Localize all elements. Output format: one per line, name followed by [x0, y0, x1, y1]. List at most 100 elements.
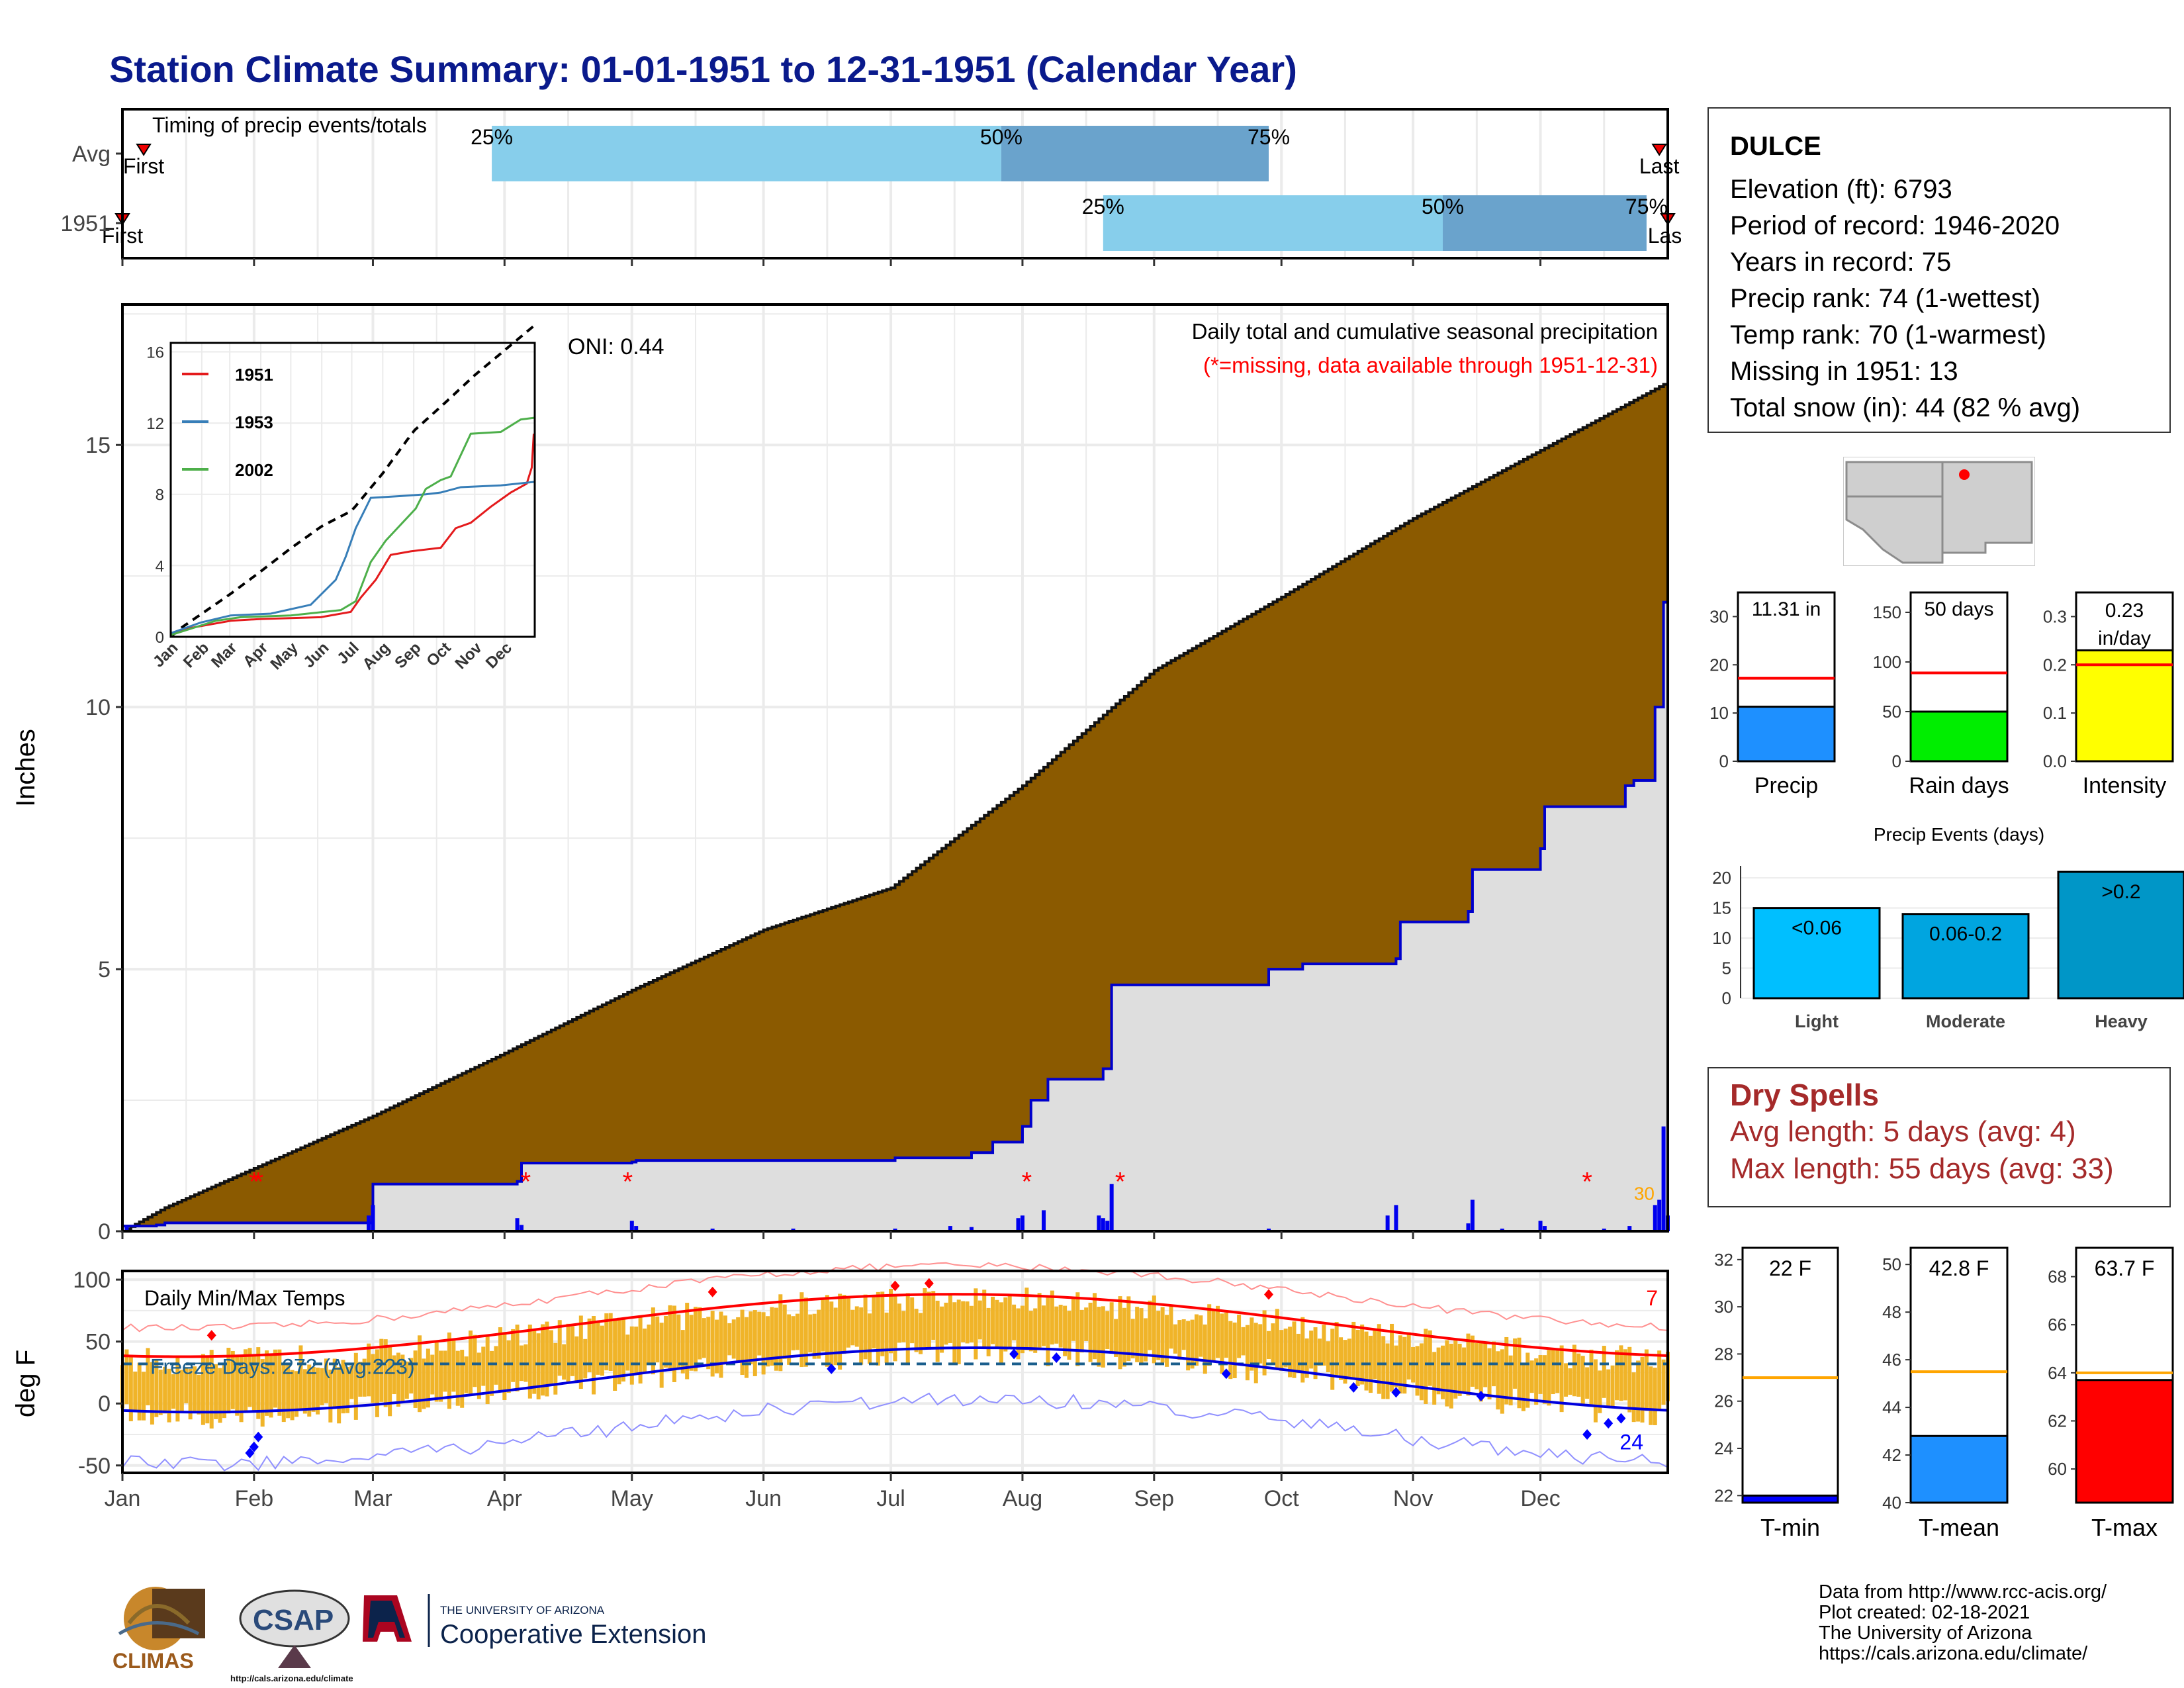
missing-marker: *	[1115, 1168, 1126, 1197]
events-ytick-label: 10	[1712, 928, 1731, 948]
daily-temp-bar	[1016, 1308, 1021, 1360]
daily-temp-bar	[1343, 1340, 1347, 1384]
timing-bar-50-75	[1001, 126, 1269, 181]
temp-bar-ytick-label: 40	[1882, 1493, 1901, 1513]
temp-xtick-label: Oct	[1264, 1486, 1299, 1511]
daily-temp-bar	[179, 1370, 184, 1413]
daily-temp-bar	[235, 1355, 240, 1416]
daily-temp-bar	[702, 1318, 706, 1358]
ua-small-text: THE UNIVERSITY OF ARIZONA	[440, 1604, 605, 1617]
temp-bar-ytick-label: 62	[2048, 1411, 2067, 1431]
missing-marker: *	[521, 1168, 531, 1197]
daily-temp-bar	[332, 1358, 337, 1408]
daily-temp-bar	[422, 1358, 426, 1409]
temp-bar-ytick-label: 48	[1882, 1302, 1901, 1322]
daily-temp-bar	[1576, 1353, 1581, 1397]
precip-ytick-label: 5	[98, 957, 111, 982]
credit-line: Plot created: 02-18-2021	[1819, 1602, 2030, 1623]
daily-temp-bar	[1436, 1347, 1441, 1395]
inset-series-line	[169, 434, 535, 637]
daily-temp-bar	[205, 1356, 210, 1424]
daily-temp-bar	[214, 1364, 218, 1419]
daily-temp-bar	[302, 1369, 307, 1414]
daily-temp-bar	[146, 1348, 150, 1405]
temp-xtick-label: May	[611, 1486, 653, 1511]
daily-temp-bar	[133, 1371, 138, 1412]
daily-temp-bar	[392, 1355, 396, 1395]
inset-bg	[171, 343, 535, 637]
record-low-marker	[827, 1363, 837, 1374]
daily-temp-bar	[209, 1350, 214, 1429]
daily-temp-bar	[999, 1302, 1003, 1365]
daily-temp-bar	[1525, 1352, 1530, 1408]
daily-temp-bar	[846, 1297, 850, 1348]
inset-ytick-label: 8	[156, 487, 164, 504]
summary-bar-label: Precip	[1754, 773, 1818, 798]
daily-temp-bar	[1606, 1369, 1611, 1408]
daily-temp-bar	[388, 1346, 392, 1417]
daily-temp-bar	[1631, 1372, 1636, 1423]
daily-temp-bar	[821, 1298, 825, 1352]
daily-temp-bar	[362, 1358, 367, 1397]
daily-temp-bar	[477, 1352, 481, 1399]
events-ytick-label: 20	[1712, 868, 1731, 888]
timing-row-label: 1951	[60, 211, 111, 236]
timing-plot-border	[121, 108, 1669, 259]
daily-temp-bar	[868, 1313, 872, 1364]
daily-temp-bar	[1224, 1312, 1228, 1358]
credit-line: Data from http://www.rcc-acis.org/	[1819, 1581, 2107, 1603]
daily-temp-bar	[167, 1368, 171, 1423]
credits: Data from http://www.rcc-acis.org/ Plot …	[1819, 1582, 2107, 1664]
daily-temp-bar	[281, 1362, 286, 1423]
daily-temp-bar	[1012, 1304, 1017, 1340]
temp-value-label: 42.8 F	[1929, 1256, 1989, 1280]
daily-temp-bar	[226, 1348, 231, 1414]
daily-temp-bar	[1075, 1292, 1080, 1366]
daily-temp-bar	[1173, 1324, 1177, 1354]
events-title: Precip Events (days)	[1874, 824, 2044, 845]
csap-text: CSAP	[253, 1604, 334, 1636]
daily-temp-bar	[956, 1299, 961, 1364]
daily-temp-bar	[1216, 1305, 1220, 1358]
daily-temp-bar	[1432, 1352, 1437, 1405]
summary-bar	[1737, 706, 1836, 763]
daily-temp-bar	[859, 1307, 864, 1365]
daily-temp-bar	[1585, 1367, 1590, 1399]
daily-temp-bar	[1500, 1349, 1504, 1414]
daily-temp-bar	[1627, 1346, 1632, 1413]
daily-temp-bar	[1088, 1302, 1093, 1362]
daily-temp-bar	[1364, 1331, 1369, 1391]
daily-temp-bar	[1568, 1368, 1572, 1395]
daily-temp-bar	[1487, 1348, 1492, 1400]
precip-events-chart: Precip Events (days) <0.06 Light 0.06-0.2 Mo…	[1712, 824, 2184, 1031]
precip-header: Daily total and cumulative seasonal prec…	[1192, 319, 1658, 344]
daily-temp-bar	[1636, 1360, 1641, 1422]
daily-temp-bar	[808, 1314, 813, 1353]
station-line: Elevation (ft): 6793	[1730, 175, 1952, 204]
logos: CLIMAS CSAP http://cals.arizona.edu/clim…	[113, 1587, 706, 1683]
daily-temp-bar	[439, 1350, 443, 1402]
temp-bar-ytick-label: 50	[1882, 1254, 1901, 1274]
daily-temp-bar	[1181, 1319, 1186, 1350]
daily-temp-bar	[986, 1307, 991, 1356]
daily-temp-bar	[371, 1354, 375, 1403]
daily-temp-bar	[842, 1295, 846, 1354]
daily-temp-bar	[694, 1307, 698, 1372]
temp-xtick-label: Jan	[105, 1486, 141, 1511]
precip-daily-bar	[1538, 1221, 1543, 1231]
precip-plot-border	[121, 303, 1669, 1233]
record-low-marker	[1604, 1418, 1614, 1429]
daily-temp-bar	[256, 1347, 261, 1419]
daily-temp-bar	[1334, 1322, 1339, 1376]
daily-temp-bar	[1271, 1323, 1275, 1365]
daily-temp-bar	[901, 1311, 906, 1342]
temp-xtick-label: Dec	[1520, 1486, 1560, 1511]
daily-temp-bar	[833, 1307, 838, 1366]
station-location-marker	[1959, 469, 1970, 480]
inset-ytick-label: 12	[146, 415, 164, 433]
daily-temp-bar	[995, 1299, 999, 1348]
temp-chart: Daily Min/Max Temps 7 24 Freeze Days: 272 (…	[11, 1262, 1670, 1511]
record-low-marker	[249, 1441, 259, 1452]
precip-daily-bar	[1542, 1226, 1547, 1231]
precip-daily-bar	[1016, 1218, 1021, 1231]
